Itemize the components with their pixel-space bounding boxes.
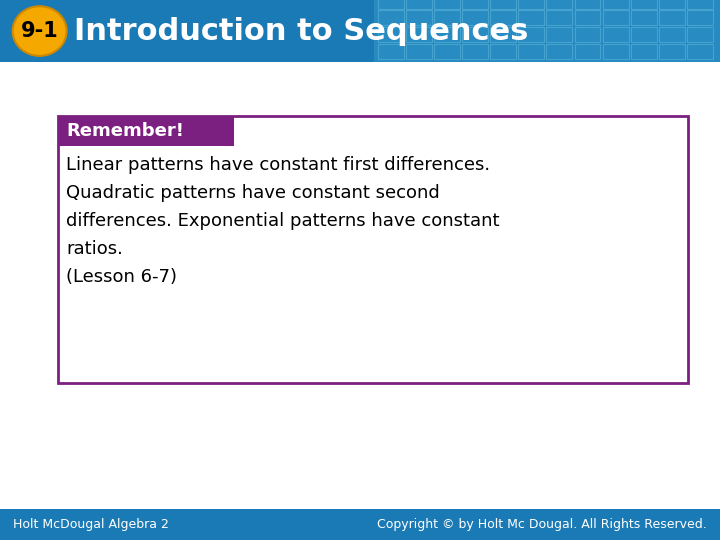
Bar (406, 10, 432, 25)
Text: Introduction to Sequences: Introduction to Sequences (74, 17, 528, 45)
Bar (687, 0, 713, 9)
Bar (603, 10, 629, 25)
Bar (462, 10, 488, 25)
Bar (434, 0, 460, 9)
Bar (374, 0, 720, 62)
Text: Linear patterns have constant first differences.: Linear patterns have constant first diff… (66, 156, 490, 173)
Bar (546, 10, 572, 25)
Text: Remember!: Remember! (66, 122, 184, 140)
Bar (378, 0, 404, 9)
Text: Holt McDougal Algebra 2: Holt McDougal Algebra 2 (13, 518, 168, 531)
Bar (434, 27, 460, 42)
Bar (518, 0, 544, 9)
Bar (490, 27, 516, 42)
Text: Quadratic patterns have constant second: Quadratic patterns have constant second (66, 184, 440, 201)
Bar (687, 27, 713, 42)
Bar (659, 44, 685, 59)
Bar (659, 27, 685, 42)
Bar (0, 0, 720, 62)
Bar (378, 27, 404, 42)
Bar (462, 27, 488, 42)
Bar (462, 44, 488, 59)
Bar (406, 27, 432, 42)
Bar (631, 10, 657, 25)
Bar (434, 44, 460, 59)
Text: differences. Exponential patterns have constant: differences. Exponential patterns have c… (66, 212, 500, 230)
Bar (546, 27, 572, 42)
Bar (518, 44, 544, 59)
Bar (406, 0, 432, 9)
Bar (490, 10, 516, 25)
Bar (378, 44, 404, 59)
Bar (490, 0, 516, 9)
Bar (462, 0, 488, 9)
Bar (659, 10, 685, 25)
Bar (0, 509, 720, 540)
Bar (518, 27, 544, 42)
Bar (631, 0, 657, 9)
Bar (58, 116, 234, 146)
Bar (659, 0, 685, 9)
Text: 9-1: 9-1 (21, 21, 58, 41)
Ellipse shape (13, 6, 66, 56)
Bar (378, 10, 404, 25)
Bar (687, 44, 713, 59)
Bar (546, 44, 572, 59)
Bar (575, 44, 600, 59)
Bar (631, 27, 657, 42)
Text: ratios.: ratios. (66, 240, 123, 258)
Bar (687, 10, 713, 25)
Bar (603, 0, 629, 9)
Bar (490, 44, 516, 59)
Text: (Lesson 6-7): (Lesson 6-7) (66, 268, 177, 286)
Bar (58, 116, 688, 383)
Bar (406, 44, 432, 59)
Bar (575, 27, 600, 42)
Bar (603, 27, 629, 42)
Bar (546, 0, 572, 9)
Text: Copyright © by Holt Mc Dougal. All Rights Reserved.: Copyright © by Holt Mc Dougal. All Right… (377, 518, 707, 531)
Bar (434, 10, 460, 25)
Bar (631, 44, 657, 59)
Bar (518, 10, 544, 25)
Bar (575, 10, 600, 25)
Bar (575, 0, 600, 9)
Bar (603, 44, 629, 59)
